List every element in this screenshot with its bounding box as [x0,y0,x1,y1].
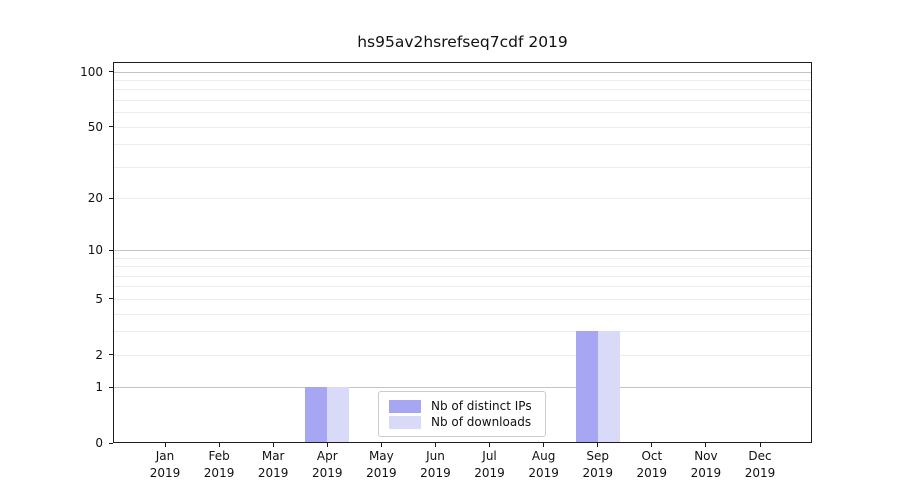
xtick-label-feb: Feb 2019 [203,449,235,480]
xtick-label-jan: Jan 2019 [149,449,181,480]
xtick-label-nov: Nov 2019 [690,449,722,480]
xtick-mark-aug [543,443,545,447]
gridline-minor-40 [114,144,811,146]
xtick-mark-mar [272,443,274,447]
bar-nb-of-downloads-sep [597,331,620,442]
xtick-mark-jan [164,443,166,447]
spine-bottom [113,442,812,443]
legend-label-downloads: Nb of downloads [431,415,532,429]
legend: Nb of distinct IPs Nb of downloads [378,391,546,437]
gridline-minor-80 [114,89,811,91]
xtick-label-apr: Apr 2019 [311,449,343,480]
xtick-mark-nov [705,443,707,447]
ytick-mark-10 [109,249,113,251]
legend-item-distinct-ips: Nb of distinct IPs [389,399,537,413]
bar-nb-of-distinct-ips-sep [575,331,598,442]
gridline-minor-70 [114,100,811,102]
gridline-minor-8 [114,266,811,268]
xtick-mark-dec [759,443,761,447]
ytick-label-5: 5 [95,291,103,306]
xtick-label-jun: Jun 2019 [420,449,451,480]
ytick-mark-1 [109,386,113,388]
xtick-label-mar: Mar 2019 [257,449,289,480]
gridline-minor-5 [114,298,811,300]
spine-right [811,62,812,443]
xtick-label-dec: Dec 2019 [744,449,776,480]
ytick-mark-2 [109,354,113,356]
ytick-label-10: 10 [87,243,103,258]
gridline-minor-7 [114,275,811,277]
ytick-label-100: 100 [80,64,103,79]
legend-swatch-downloads [389,415,421,429]
gridline-minor-4 [114,313,811,315]
ytick-mark-100 [109,71,113,73]
ytick-mark-0 [109,442,113,444]
gridline-minor-60 [114,112,811,114]
gridline-minor-20 [114,198,811,200]
chart-title: hs95av2hsrefseq7cdf 2019 [357,33,568,51]
legend-label-distinct-ips: Nb of distinct IPs [431,399,532,413]
spine-left [113,62,114,443]
gridline-major-1 [114,387,811,389]
ytick-label-50: 50 [87,119,103,134]
legend-swatch-distinct-ips [389,399,421,413]
gridline-minor-50 [114,126,811,128]
xtick-mark-may [380,443,382,447]
gridline-minor-30 [114,166,811,168]
plot-area [113,62,812,443]
ytick-label-1: 1 [95,380,103,395]
bar-nb-of-downloads-apr [327,387,350,442]
ytick-mark-50 [109,126,113,128]
xtick-label-aug: Aug 2019 [528,449,559,480]
xtick-label-sep: Sep 2019 [582,449,613,480]
gridline-minor-2 [114,354,811,356]
gridline-minor-6 [114,286,811,288]
xtick-label-jul: Jul 2019 [474,449,505,480]
ytick-label-2: 2 [95,347,103,362]
spine-top [113,62,812,63]
ytick-label-0: 0 [95,436,103,450]
ytick-label-20: 20 [87,191,103,206]
xtick-mark-jun [434,443,436,447]
ytick-mark-20 [109,197,113,199]
xtick-label-oct: Oct 2019 [636,449,668,480]
ytick-mark-5 [109,298,113,300]
xtick-mark-apr [326,443,328,447]
bar-nb-of-distinct-ips-apr [305,387,328,442]
xtick-label-may: May 2019 [366,449,397,480]
legend-item-downloads: Nb of downloads [389,415,537,429]
xtick-mark-sep [597,443,599,447]
gridline-minor-9 [114,257,811,259]
gridline-minor-90 [114,80,811,82]
gridline-major-10 [114,250,811,252]
xtick-mark-oct [651,443,653,447]
xtick-mark-jul [489,443,491,447]
gridline-major-100 [114,71,811,73]
gridline-minor-3 [114,331,811,333]
xtick-mark-feb [218,443,220,447]
